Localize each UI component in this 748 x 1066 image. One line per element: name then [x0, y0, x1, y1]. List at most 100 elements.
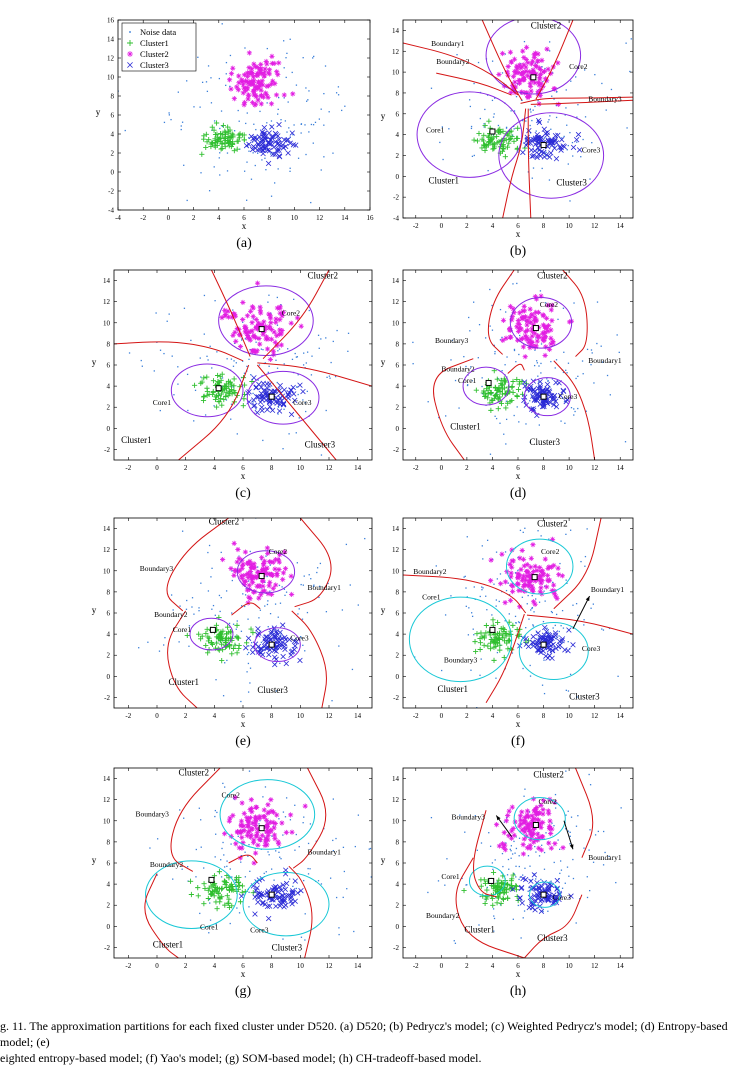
noise-point: [493, 917, 496, 920]
cluster3-point: [523, 641, 530, 647]
cluster2-point: [520, 335, 526, 342]
cluster2-point: [262, 567, 269, 573]
cluster2-point: [253, 325, 259, 331]
noise-point: [540, 878, 542, 881]
noise-point: [551, 822, 553, 824]
cluster2-point: [530, 542, 536, 548]
cluster3-point: [259, 407, 265, 414]
cluster1-point: [222, 383, 228, 390]
cluster3-point: [293, 639, 300, 645]
cluster2-point: [231, 572, 237, 578]
noise-point: [441, 126, 444, 128]
noise-point: [430, 816, 433, 819]
noise-point: [473, 301, 475, 303]
noise-point: [226, 659, 228, 662]
noise-point: [230, 418, 232, 420]
cluster2-point: [510, 85, 516, 91]
cluster2-point: [517, 325, 523, 332]
cluster2-point: [276, 60, 282, 66]
noise-point: [207, 590, 210, 592]
noise-point: [523, 142, 525, 144]
noise-point: [566, 124, 568, 126]
y-tick-label: 6: [107, 860, 111, 868]
noise-point: [172, 609, 174, 611]
cluster1-point: [478, 877, 484, 883]
noise-point: [644, 128, 645, 129]
noise-point: [231, 612, 233, 614]
cluster2-point: [241, 99, 248, 106]
annotation-core2: Core2: [538, 797, 557, 806]
cluster2-point: [260, 583, 266, 589]
cluster1-point: [224, 624, 231, 630]
noise-point: [577, 375, 579, 378]
cluster3-point: [283, 867, 289, 873]
cluster2-point: [256, 583, 262, 589]
cluster2-point: [534, 804, 540, 811]
noise-point: [481, 377, 483, 379]
noise-point: [265, 555, 267, 557]
y-tick-label: 2: [396, 152, 400, 160]
cluster2-point: [252, 92, 259, 98]
noise-point: [572, 877, 575, 880]
y-tick-label: 4: [396, 383, 400, 391]
cluster1-point: [184, 632, 190, 639]
cluster2-point: [488, 578, 494, 584]
cluster1-point: [492, 392, 498, 398]
cluster1-point: [517, 379, 523, 385]
noise-point: [163, 352, 165, 355]
cluster1-point: [213, 120, 220, 126]
cluster2-point: [540, 322, 546, 328]
cluster2-point: [261, 570, 267, 576]
noise-point: [307, 842, 310, 845]
noise-point: [454, 942, 457, 944]
axes-frame: [402, 767, 634, 959]
noise-point: [516, 282, 518, 285]
cluster3-point: [549, 396, 555, 402]
noise-point: [527, 890, 529, 892]
cluster3-point: [278, 398, 285, 404]
noise-point: [538, 855, 541, 857]
noise-point: [466, 536, 468, 538]
cluster3-point: [283, 880, 290, 887]
cluster2-point: [536, 810, 542, 816]
noise-point: [453, 940, 455, 942]
noise-point: [463, 355, 465, 358]
cluster2-point: [522, 815, 528, 821]
noise-point: [549, 881, 551, 883]
cluster2-point: [255, 64, 261, 71]
cluster2-point: [239, 575, 245, 582]
cluster1-point: [510, 872, 516, 878]
noise-point: [190, 339, 192, 342]
noise-point: [219, 152, 221, 154]
cluster3-point: [520, 149, 526, 156]
cluster2-point: [270, 819, 276, 825]
noise-point: [328, 375, 331, 377]
cluster2-point: [516, 587, 522, 594]
noise-point: [572, 155, 574, 157]
annotation-core2: Core2: [540, 300, 559, 309]
cluster1-point: [495, 406, 501, 412]
cluster3-point: [254, 891, 261, 897]
cluster2-point: [250, 820, 256, 826]
y-tick-label: 14: [103, 775, 111, 783]
noise-point: [332, 849, 335, 852]
cluster2-point: [541, 68, 548, 74]
noise-point: [488, 17, 489, 18]
noise-point: [215, 833, 217, 835]
cluster3-point: [290, 889, 296, 896]
noise-point: [308, 131, 310, 133]
noise-point: [323, 156, 325, 158]
annotation-boundary3: Boundary3: [444, 656, 478, 665]
cluster2-point: [274, 812, 280, 818]
noise-point: [285, 797, 288, 799]
noise-point: [442, 158, 444, 161]
noise-point: [332, 798, 334, 800]
annotation-core2: Core2: [541, 547, 560, 556]
noise-point: [295, 637, 297, 640]
cluster2-point: [535, 79, 542, 86]
cluster2-point: [256, 569, 262, 576]
cluster1-point: [234, 650, 240, 656]
x-tick-label: 14: [617, 222, 625, 230]
noise-point: [548, 538, 550, 540]
x-axis: -2 0 2 4 6 8 10 12 14: [125, 518, 362, 720]
